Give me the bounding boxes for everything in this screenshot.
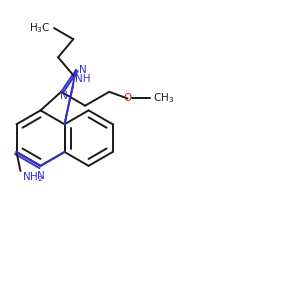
Text: O: O [123,93,132,103]
Text: NH$_2$: NH$_2$ [22,170,44,184]
Text: N: N [37,171,44,181]
Text: N: N [79,65,87,75]
Text: N: N [60,91,67,101]
Text: H$_3$C: H$_3$C [28,21,50,35]
Text: NH: NH [75,74,91,84]
Text: CH$_3$: CH$_3$ [154,92,175,105]
